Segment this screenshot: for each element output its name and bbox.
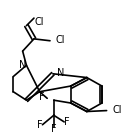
Text: F: F — [51, 123, 57, 134]
Text: F: F — [39, 92, 44, 102]
Text: N: N — [19, 60, 26, 70]
Text: F: F — [37, 120, 42, 130]
Text: N: N — [57, 68, 64, 78]
Text: F: F — [64, 117, 70, 127]
Text: Cl: Cl — [56, 35, 65, 45]
Text: Cl: Cl — [35, 17, 44, 27]
Text: Cl: Cl — [112, 105, 122, 115]
